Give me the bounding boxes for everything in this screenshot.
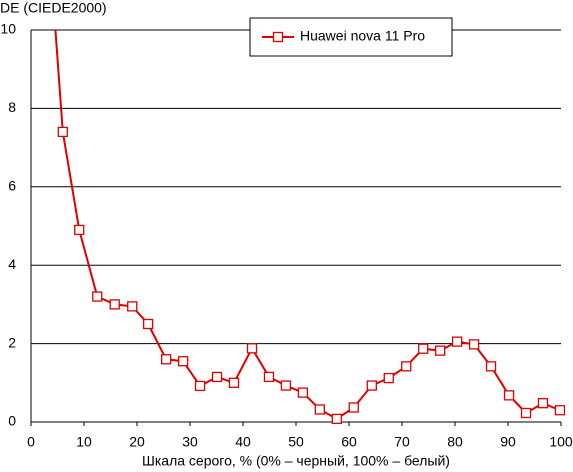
point-marker bbox=[554, 405, 566, 416]
x-tick-label: 70 bbox=[394, 434, 410, 450]
x-axis-label: Шкала серого, % (0% – черный, 100% – бел… bbox=[142, 453, 450, 469]
x-tick-label: 90 bbox=[500, 434, 516, 450]
point-marker bbox=[194, 380, 206, 392]
x-tick-label: 30 bbox=[182, 434, 198, 450]
point-marker bbox=[92, 291, 103, 302]
y-tick-label: 6 bbox=[8, 178, 16, 194]
plot-area bbox=[54, 30, 566, 425]
point-marker bbox=[228, 377, 240, 388]
x-tick-label: 60 bbox=[341, 434, 357, 450]
legend-label: Huawei nova 11 Pro bbox=[300, 28, 425, 44]
point-marker bbox=[297, 387, 309, 398]
y-tick-label: 10 bbox=[0, 21, 16, 37]
point-marker bbox=[348, 402, 359, 413]
point-marker bbox=[520, 407, 532, 419]
point-marker bbox=[211, 371, 223, 383]
point-marker bbox=[280, 380, 292, 391]
point-marker bbox=[451, 336, 463, 347]
point-marker bbox=[142, 318, 154, 330]
y-tick-label: 4 bbox=[8, 256, 16, 272]
point-marker bbox=[503, 390, 515, 401]
y-tick-label: 2 bbox=[8, 334, 16, 350]
y-axis-label: DE (CIEDE2000) bbox=[0, 0, 107, 16]
point-marker bbox=[537, 398, 549, 409]
legend-marker bbox=[272, 31, 284, 43]
y-tick-label: 0 bbox=[8, 413, 16, 429]
x-tick-label: 100 bbox=[549, 434, 573, 450]
x-tick-label: 80 bbox=[447, 434, 463, 450]
x-tick-label: 50 bbox=[288, 434, 304, 450]
point-marker bbox=[246, 343, 258, 354]
point-marker bbox=[314, 404, 326, 415]
x-tick-label: 10 bbox=[76, 434, 92, 450]
point-marker bbox=[401, 361, 412, 372]
x-tick-label: 40 bbox=[235, 434, 251, 450]
point-marker bbox=[57, 126, 68, 138]
point-marker bbox=[263, 371, 275, 383]
point-marker bbox=[74, 224, 85, 236]
point-marker bbox=[418, 343, 429, 354]
point-marker bbox=[468, 339, 480, 350]
point-marker bbox=[435, 345, 446, 356]
x-tick-label: 0 bbox=[27, 434, 35, 450]
point-marker bbox=[160, 354, 172, 365]
x-tick-label: 20 bbox=[129, 434, 145, 450]
point-marker bbox=[127, 301, 138, 312]
point-marker bbox=[366, 380, 377, 391]
point-marker bbox=[177, 356, 189, 367]
y-tick-label: 8 bbox=[8, 99, 16, 115]
point-marker bbox=[331, 413, 342, 425]
point-marker bbox=[109, 299, 120, 310]
point-marker bbox=[485, 361, 497, 372]
series-line bbox=[54, 30, 561, 421]
point-marker bbox=[383, 372, 394, 384]
